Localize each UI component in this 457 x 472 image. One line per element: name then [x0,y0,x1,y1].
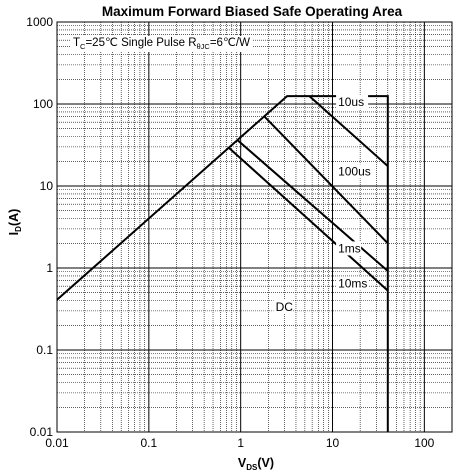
x-tick-label: 0.01 [45,436,69,450]
series-label-bg [336,276,369,291]
x-axis-label-sub: DS [246,463,258,472]
note-part-0: T [73,37,80,49]
y-tick-labels: 0.01 0.1 1 10 100 1000 [26,15,53,439]
x-tick-labels: 0.01 0.1 1 10 100 [45,436,434,450]
series-labels: 10us 100us 1ms 10ms DC [273,94,376,314]
y-tick-label: 0.01 [30,425,54,439]
series-label-bg [273,299,292,314]
series-label-bg [336,94,369,109]
series-label-DC: DC [276,300,294,314]
x-axis-label-main: V [238,456,247,470]
y-axis-label-suffix: (A) [7,209,21,226]
series-line-10ms [237,139,389,272]
chart-title: Maximum Forward Biased Safe Operating Ar… [102,4,403,19]
y-tick-label: 10 [40,179,54,193]
series-label-100us: 100us [338,164,371,178]
condition-note-bg [71,36,253,52]
y-tick-label: 1 [46,261,53,275]
note-part-2: =25℃ Single Pulse R [85,37,196,49]
note-part-1: C [80,42,86,51]
series-label-10us: 10us [338,95,364,109]
y-axis-label: ID(A) [7,209,23,236]
condition-note: TC=25℃ Single Pulse RθJC=6℃/W [73,37,250,51]
y-tick-label: 100 [33,97,53,111]
y-tick-label: 1000 [26,15,53,29]
series-label-10ms: 10ms [338,276,367,290]
x-axis-label: VDS(V) [238,456,274,472]
x-tick-label: 0.1 [140,436,157,450]
series-label-1ms: 1ms [338,241,361,255]
series-line-1ms [263,116,389,244]
x-tick-label: 1 [237,436,244,450]
note-part-3: θJC [197,42,211,51]
series-line-100us [308,95,389,167]
series-line-10us [56,95,389,432]
series-label-bg [336,241,362,256]
note-part-4: =6℃/W [210,37,250,49]
plot-frame [56,21,453,433]
x-tick-label: 100 [414,436,434,450]
series-label-bg [336,164,376,179]
y-axis-label-sub: D [14,226,23,232]
y-axis-label-main: I [7,232,21,235]
minor-grid [57,22,453,432]
major-grid [56,21,452,433]
y-tick-label: 0.1 [36,343,53,357]
x-tick-label: 10 [326,436,340,450]
series-lines [56,95,389,432]
series-line-DC [228,147,389,292]
x-axis-label-suffix: (V) [257,456,274,470]
